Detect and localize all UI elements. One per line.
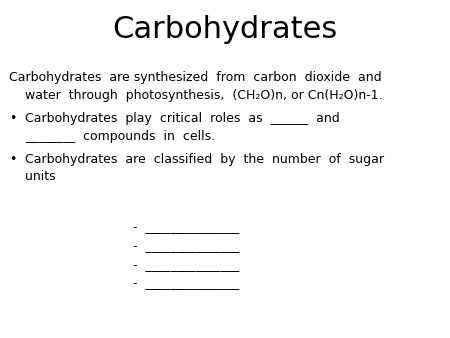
Text: units: units	[25, 170, 55, 183]
Text: Carbohydrates  are synthesized  from  carbon  dioxide  and: Carbohydrates are synthesized from carbo…	[9, 71, 382, 84]
Text: •: •	[9, 112, 16, 125]
Text: water  through  photosynthesis,  (CH₂O)n, or Cn(H₂O)n-1.: water through photosynthesis, (CH₂O)n, o…	[9, 89, 382, 101]
Text: -  _______________: - _______________	[133, 259, 239, 271]
Text: Carbohydrates: Carbohydrates	[112, 15, 338, 44]
Text: ________  compounds  in  cells.: ________ compounds in cells.	[25, 130, 215, 143]
Text: -  _______________: - _______________	[133, 221, 239, 234]
Text: -  _______________: - _______________	[133, 240, 239, 253]
Text: -  _______________: - _______________	[133, 277, 239, 290]
Text: Carbohydrates  are  classified  by  the  number  of  sugar: Carbohydrates are classified by the numb…	[25, 153, 384, 166]
Text: Carbohydrates  play  critical  roles  as  ______  and: Carbohydrates play critical roles as ___…	[25, 112, 339, 125]
Text: •: •	[9, 153, 16, 166]
